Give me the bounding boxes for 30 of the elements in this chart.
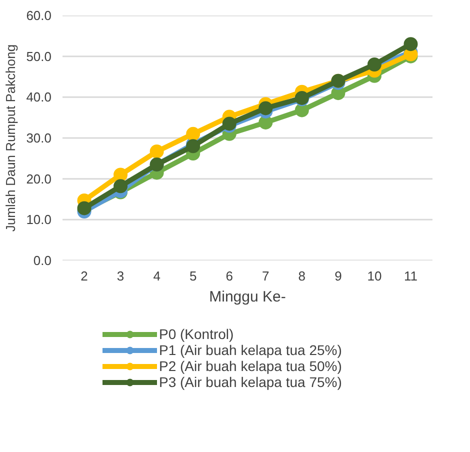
y-tick-label: 30.0	[26, 130, 52, 146]
point	[258, 101, 273, 116]
legend-label: P0 (Kontrol)	[159, 326, 234, 342]
point	[150, 144, 164, 158]
x-tick-label: 11	[404, 268, 418, 284]
point	[404, 37, 418, 52]
x-tick-label: 3	[116, 268, 124, 284]
point	[114, 179, 128, 194]
y-tick-label: 40.0	[26, 90, 52, 105]
y-axis-title: Jumlah Daun Rumput Pakchong	[3, 44, 18, 232]
y-tick-label: 0.0	[33, 253, 52, 268]
y-tick-label: 20.0	[26, 171, 52, 186]
x-tick-label: 5	[189, 268, 197, 284]
x-tick-label: 10	[367, 268, 382, 284]
legend-label: P1 (Air buah kelapa tua 25%)	[159, 342, 342, 358]
point	[186, 126, 200, 141]
x-tick-label: 6	[226, 268, 233, 284]
point	[114, 168, 128, 182]
legend-label: P3 (Air buah kelapa tua 75%)	[159, 374, 342, 390]
x-tick-label: 9	[334, 268, 342, 284]
point	[367, 58, 382, 72]
y-tick-label: 10.0	[26, 212, 52, 228]
x-tick-label: 4	[153, 268, 160, 284]
y-tick-label: 50.0	[26, 48, 52, 64]
y-tick-label: 60.0	[26, 8, 52, 23]
x-tick-label: 7	[262, 268, 270, 284]
legend-label: P2 (Air buah kelapa tua 50%)	[159, 358, 342, 374]
x-axis-title: Minggu Ke-	[209, 288, 286, 306]
x-tick-label: 2	[80, 268, 88, 284]
x-tick-label: 8	[298, 268, 306, 284]
